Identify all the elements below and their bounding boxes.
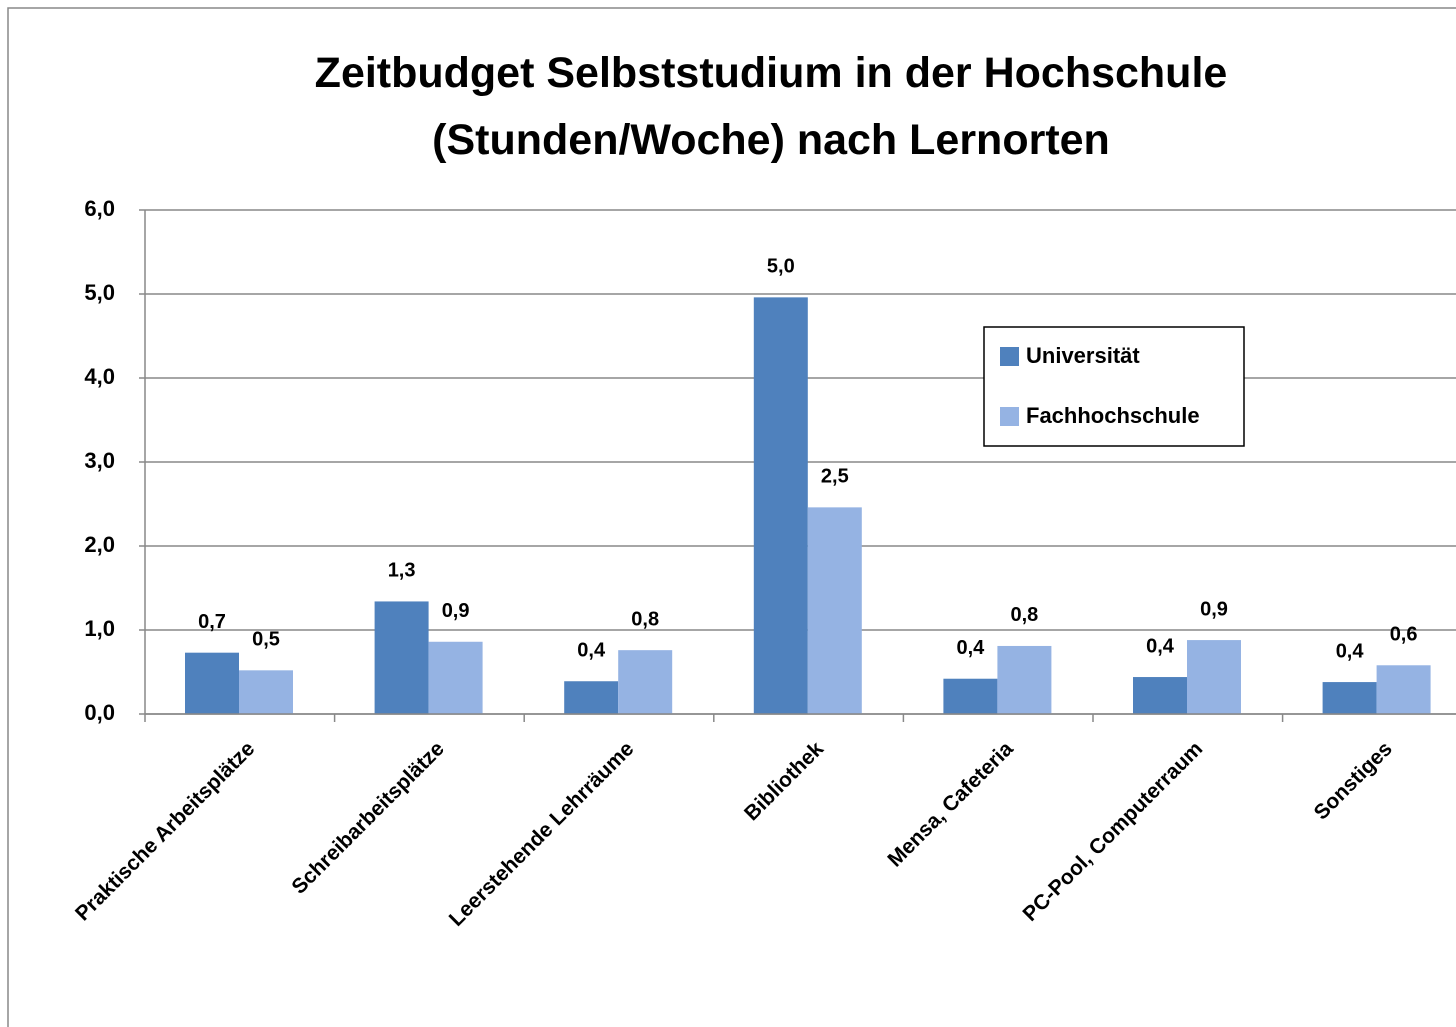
value-label: 0,4 xyxy=(577,640,606,662)
x-tick-label: Leerstehende Lehrräume xyxy=(445,737,639,931)
bar xyxy=(185,652,239,714)
bar xyxy=(564,681,619,714)
x-tick-label: Schreibarbeitsplätze xyxy=(287,737,449,899)
bar xyxy=(374,601,429,714)
chart-title: Zeitbudget Selbststudium in der Hochschu… xyxy=(314,49,1228,164)
bar xyxy=(943,678,998,714)
value-label: 2,5 xyxy=(821,466,849,488)
value-label: 0,5 xyxy=(252,629,280,651)
value-label: 1,3 xyxy=(388,560,416,582)
bar xyxy=(1187,640,1241,714)
y-tick-label: 2,0 xyxy=(84,532,115,557)
value-label: 0,4 xyxy=(1336,640,1365,662)
bar xyxy=(618,650,673,714)
bar xyxy=(1322,682,1377,714)
y-tick-label: 3,0 xyxy=(84,448,115,473)
x-tick-label: Bibliothek xyxy=(740,737,828,825)
bar xyxy=(1133,677,1187,714)
y-tick-label: 5,0 xyxy=(84,280,115,305)
x-tick-label: Praktische Arbeitsplätze xyxy=(71,737,259,925)
value-label: 0,7 xyxy=(198,611,226,633)
y-tick-label: 1,0 xyxy=(84,616,115,641)
value-label: 0,4 xyxy=(956,637,985,659)
value-label: 0,9 xyxy=(442,600,470,622)
bar xyxy=(1376,665,1431,714)
y-tick-label: 6,0 xyxy=(84,196,115,221)
y-tick-label: 0,0 xyxy=(84,700,115,725)
value-label: 0,8 xyxy=(1010,604,1038,626)
value-label: 0,6 xyxy=(1390,624,1418,646)
value-label: 0,8 xyxy=(631,608,659,630)
bar xyxy=(997,645,1052,714)
x-tick-label: Sonstiges xyxy=(1310,737,1397,824)
value-label: 5,0 xyxy=(767,256,795,278)
bar xyxy=(807,507,862,714)
bar xyxy=(753,297,808,714)
legend-swatch xyxy=(1000,407,1019,426)
x-tick-label: Mensa, Cafeteria xyxy=(883,737,1018,872)
legend-label: Fachhochschule xyxy=(1026,403,1200,428)
legend-swatch xyxy=(1000,347,1019,366)
bar xyxy=(239,670,293,714)
y-tick-label: 4,0 xyxy=(84,364,115,389)
bar xyxy=(428,641,483,714)
value-label: 0,4 xyxy=(1146,635,1175,657)
legend-box xyxy=(983,326,1245,447)
value-label: 0,9 xyxy=(1200,598,1228,620)
x-tick-label: PC-Pool, Computerraum xyxy=(1019,737,1208,926)
chart-frame xyxy=(7,7,1456,1027)
legend-label: Universität xyxy=(1026,343,1140,368)
